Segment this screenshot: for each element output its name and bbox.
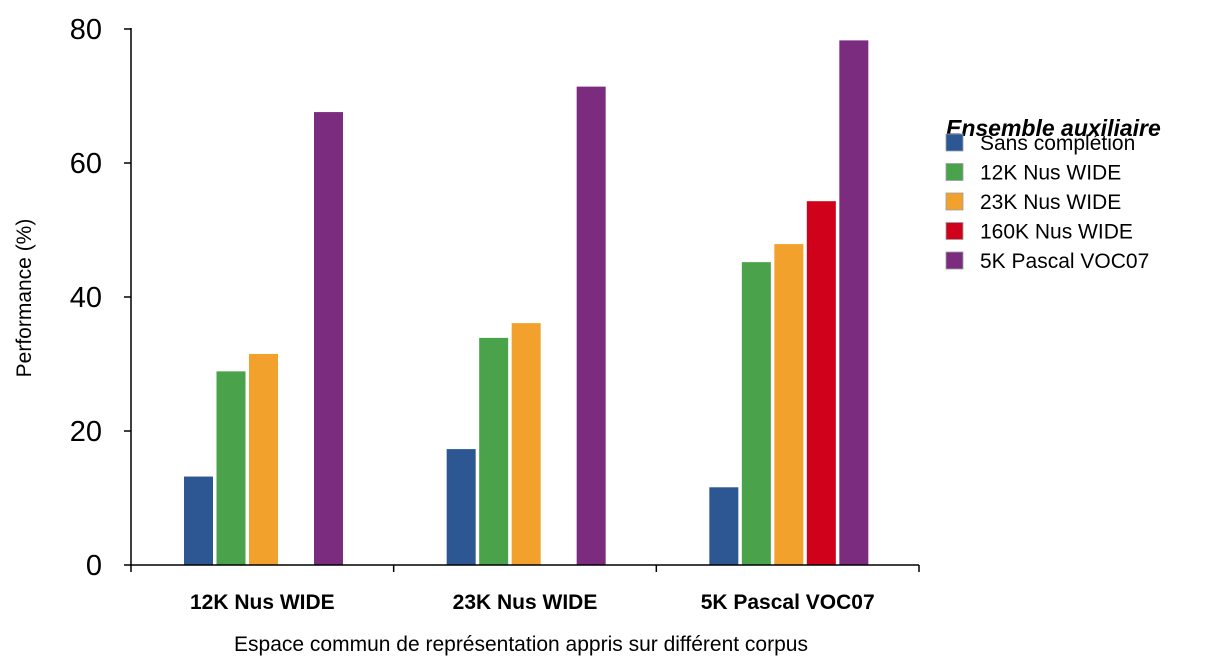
y-tick-label-3: 40 xyxy=(70,282,102,314)
legend-swatch-1 xyxy=(945,133,964,152)
legend-swatch-2 xyxy=(945,163,964,181)
legend-swatch-4 xyxy=(945,222,964,240)
bar-1-3 xyxy=(709,487,739,565)
ticks-layer: 0 20 40 60 80 12K Nus WIDE 23K Nus WIDE 5K Pasc… xyxy=(70,14,920,614)
bar-1-2 xyxy=(446,449,476,565)
y-tick-label-5: 80 xyxy=(70,14,102,46)
legend-label-5: 5K Pascal VOC07 xyxy=(980,250,1149,273)
legend-title: Ensemble auxiliaire xyxy=(946,115,1161,141)
legend-swatch-3 xyxy=(945,192,964,211)
y-tick-label-1: 0 xyxy=(86,550,102,582)
x-tick-label-1: 12K Nus WIDE xyxy=(190,591,335,614)
x-tick-label-2: 23K Nus WIDE xyxy=(453,591,598,614)
bar-5-2 xyxy=(576,86,606,566)
bar-5-1 xyxy=(314,112,343,565)
x-tick-label-3: 5K Pascal VOC07 xyxy=(701,591,875,614)
legend-label-4: 160K Nus WIDE xyxy=(980,221,1133,244)
legend: Sans complétion 12K Nus WIDE 23K Nus WIDE 1… xyxy=(945,132,1149,273)
legend-label-3: 23K Nus WIDE xyxy=(980,191,1121,214)
y-tick-label-4: 60 xyxy=(70,148,102,180)
bar-5-3 xyxy=(839,40,869,565)
bar-1-1 xyxy=(184,476,213,565)
bar-2-3 xyxy=(741,262,771,565)
bar-2-1 xyxy=(216,371,246,565)
bar-2-2 xyxy=(479,337,509,565)
y-tick-label-2: 20 xyxy=(70,416,102,448)
bar-4-3 xyxy=(806,201,836,565)
x-axis-label: Espace commun de représentation appris s… xyxy=(234,633,808,656)
legend-swatch-5 xyxy=(945,251,964,270)
legend-label-2: 12K Nus WIDE xyxy=(980,162,1121,185)
y-axis-label: Performance (%) xyxy=(13,219,36,378)
bar-3-2 xyxy=(511,323,541,565)
legend-label-1: Sans complétion xyxy=(980,132,1135,155)
bar-3-1 xyxy=(249,353,278,565)
bars-layer xyxy=(184,40,869,566)
bar-3-3 xyxy=(774,244,804,565)
